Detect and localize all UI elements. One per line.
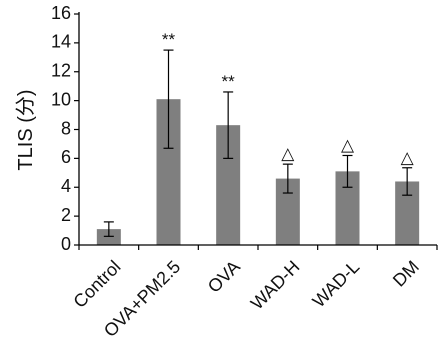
x-tick-label: Control (69, 257, 124, 312)
y-tick-label: 2 (61, 205, 71, 225)
x-tick-label: OVA (204, 257, 244, 297)
y-tick-label: 8 (61, 118, 71, 138)
annotations-group: ** ** △ △ △ (162, 30, 415, 167)
significance-annotation: △ (281, 144, 295, 163)
x-tick-label: WAD-L (309, 257, 364, 312)
y-tick-label: 14 (51, 32, 71, 52)
y-axis-title: TLIS (分) (14, 89, 37, 170)
bar (96, 229, 121, 245)
y-ticks-group: 0 2 4 6 8 10 12 14 16 (51, 3, 438, 254)
significance-annotation: △ (401, 148, 415, 167)
y-tick-label: 6 (61, 147, 71, 167)
y-tick-label: 16 (51, 3, 71, 23)
significance-annotation: ** (162, 30, 176, 49)
significance-annotation: ** (222, 72, 236, 91)
axes-group (78, 12, 437, 246)
y-tick-label: 12 (51, 61, 71, 81)
significance-annotation: △ (341, 135, 355, 154)
y-tick-label: 10 (51, 89, 71, 109)
error-bars-group (103, 49, 413, 237)
x-tick-label: WAD-H (247, 257, 304, 314)
y-tick-label: 4 (61, 176, 71, 196)
bars-group (96, 99, 420, 246)
y-tick-label: 0 (61, 234, 71, 254)
x-tick-label: DM (389, 257, 423, 291)
